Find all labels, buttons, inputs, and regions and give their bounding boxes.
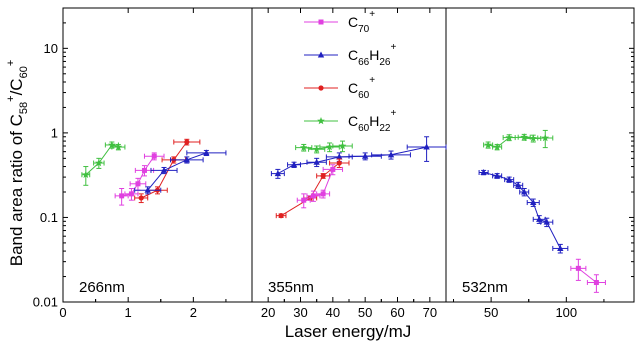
legend-item-c66h26: C66H26+ [304,42,397,68]
legend-base: C [348,80,358,96]
panel-labels: 266nm 355nm 532nm [79,279,508,296]
x-tick-label: 60 [390,305,404,320]
x-tick-label: 70 [423,305,437,320]
panel-label: 355nm [268,279,314,296]
data-point [142,168,147,173]
y-tick-label: 10 [44,41,58,56]
legend-sub2: 22 [379,123,391,134]
x-tick-label: 30 [293,305,307,320]
data-point [139,195,144,200]
series-c66h26 [271,137,446,179]
legend-sub2: 26 [379,57,391,68]
data-marks [82,130,606,292]
legend-base: C [348,113,358,129]
data-point [301,198,306,203]
data-point [321,173,326,178]
legend-marker [317,117,325,124]
panel-label: 266nm [79,279,125,296]
series-c60h22 [296,141,353,153]
data-point [330,167,335,172]
data-point [279,213,284,218]
data-point [184,139,189,144]
data-point [321,191,326,196]
y-tick-label: 0.1 [40,210,58,225]
legend-sup: + [369,9,375,20]
legend-item-c60: C60 + [304,75,375,101]
data-point [152,154,157,159]
series-line [278,147,427,174]
legend-sub1: 60 [358,90,370,101]
series-line [86,145,119,175]
x-tick-label: 100 [555,305,577,320]
series-c66h26 [479,169,568,253]
legend-item-c70: C70 + [304,9,375,35]
series-c60h22 [82,141,125,185]
x-axis-label: Laser energy/mJ [285,322,412,341]
series-line [484,173,561,249]
legend-base: C [348,14,358,30]
data-point [337,160,342,165]
legend-base: C [348,47,358,63]
data-point [311,193,316,198]
y-axis: 0.01 0.1 1 10 [33,23,634,310]
series-c60h22 [484,130,553,150]
y-axis-label: Band area ratio of C58+/C60+ [5,60,30,267]
legend-label: C70 + [348,9,375,35]
data-point [594,280,599,285]
panel-frame [446,8,634,302]
data-point [119,193,124,198]
x-tick-label: 50 [358,305,372,320]
legend-label: C66H26+ [348,42,397,68]
panel-label: 532nm [462,279,508,296]
x-tick-label: 20 [261,305,275,320]
legend-marker [318,85,323,90]
legend-sub1: 70 [358,24,370,35]
x-tick-label: 0 [59,305,66,320]
data-point [135,181,140,186]
x-tick-label: 40 [326,305,340,320]
series-c70 [297,165,342,208]
panel-frame [63,8,252,302]
series-c70 [571,259,606,292]
x-tick-label: 2 [190,305,197,320]
legend-sup: + [369,75,375,86]
y-tick-label: 0.01 [33,295,58,310]
legend-mid: H [369,113,379,129]
data-point [129,191,134,196]
legend-marker [319,20,324,25]
legend-sup: + [391,42,397,53]
x-tick-label: 1 [125,305,132,320]
legend-sub1: 66 [358,57,370,68]
y-tick-label: 1 [51,125,58,140]
legend-sub1: 60 [358,123,370,134]
legend: C70+C66H26+C60+C60H22+ [304,9,397,134]
legend-label: C60H22+ [348,108,397,134]
legend-label: C60 + [348,75,375,101]
legend-mid: H [369,47,379,63]
data-point [576,266,581,271]
legend-sup: + [391,108,397,119]
x-tick-label: 50 [484,305,498,320]
legend-item-c60h22: C60H22+ [304,108,397,134]
